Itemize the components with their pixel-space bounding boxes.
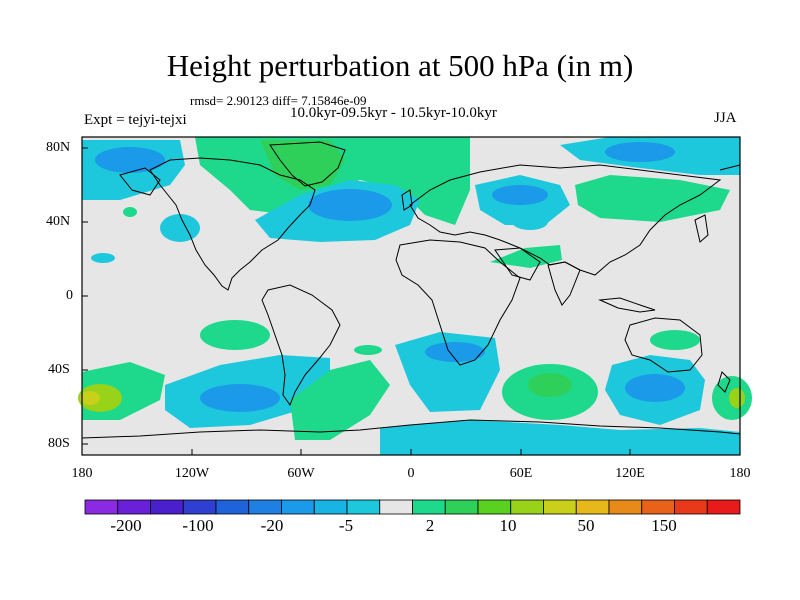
lon-label-0: 0 (407, 466, 415, 481)
anomaly-s-australia-core (625, 374, 685, 402)
colorbar-swatch (641, 499, 675, 515)
colorbar-swatch (379, 499, 413, 515)
lon-label-180e: 180 (729, 466, 751, 481)
coastlines (81, 141, 741, 439)
coast-greenland (269, 141, 346, 187)
colorbar-swatch (182, 499, 217, 515)
coast-north-america (149, 157, 316, 291)
colorbar-swatch (412, 499, 446, 515)
colorbar-label: -200 (110, 516, 142, 535)
anomaly-far-se-strong (729, 388, 745, 408)
anomaly-nw-core (95, 147, 165, 173)
anomaly-greenland-strong (260, 140, 345, 190)
lat-label-0: 0 (66, 288, 73, 303)
rmsd-stats: rmsd= 2.90123 diff= 7.15846e-09 (190, 93, 367, 108)
colorbar-swatch (477, 499, 512, 515)
anomaly-s-africa-core (425, 342, 485, 362)
coast-australia (624, 317, 703, 373)
colorbar-swatch (84, 499, 119, 515)
colorbar-label: 2 (425, 516, 435, 535)
colorbar-swatch (215, 499, 250, 515)
anomaly-hawaii-neg (91, 253, 115, 263)
coast-indonesia (598, 297, 656, 313)
colorbar-swatch (281, 499, 315, 515)
anomaly-antarctic-negative (380, 420, 740, 455)
anomaly-npac-neg (160, 214, 200, 242)
coast-new-zealand (717, 371, 731, 393)
lon-label-180w: 180 (71, 466, 93, 481)
colorbar-swatch (706, 499, 741, 515)
anomaly-s-atlantic-positive (290, 360, 390, 440)
coast-japan (694, 214, 709, 243)
colorbar-label: -100 (182, 516, 214, 535)
anomaly-s-pacific-pos (200, 320, 270, 350)
anomaly-natl-core (308, 189, 392, 221)
figure-title: Height perturbation at 500 hPa (in m) (166, 48, 634, 83)
coast-africa (395, 239, 521, 366)
lon-label-60w: 60W (287, 466, 315, 481)
colorbar-swatch (313, 499, 348, 515)
colorbar-label: -5 (338, 516, 354, 535)
anomaly-npac-small (123, 207, 137, 217)
lon-label-120e: 120E (615, 466, 645, 481)
colorbar-swatch (444, 499, 479, 515)
coast-uk (401, 189, 413, 211)
colorbar-swatch (575, 499, 610, 515)
lat-label-40n: 40N (46, 214, 71, 229)
colorbar-swatch (543, 499, 577, 515)
anomaly-neasia-positive (575, 175, 730, 222)
anomaly-ne-arctic-core (605, 142, 675, 162)
coast-india (547, 261, 581, 306)
colorbar-swatch (674, 499, 708, 515)
coast-siberia-east (719, 164, 741, 171)
anomaly-arctic-positive (195, 137, 470, 225)
experiment-label: Expt = tejyi-tejxi (84, 112, 187, 128)
colorbar-swatch (346, 499, 381, 515)
coast-eurasia (409, 164, 722, 276)
colorbar-swatch (608, 499, 643, 515)
anomaly-eurasia-core (492, 185, 548, 205)
season-label: JJA (714, 110, 737, 126)
anomaly-mideast-positive (490, 245, 562, 268)
colorbar (84, 499, 741, 515)
colorbar-swatch (150, 499, 184, 515)
lon-label-120w: 120W (174, 466, 210, 481)
coast-alaska (119, 167, 161, 196)
anomaly-australia-positive (650, 330, 700, 350)
colorbar-label: 150 (651, 516, 677, 535)
anomaly-fields (78, 137, 752, 455)
colorbar-label: -20 (260, 516, 284, 535)
colorbar-label: 50 (577, 516, 595, 535)
lat-label-80s: 80S (48, 436, 70, 451)
anomaly-s-pacific-core (200, 384, 280, 412)
lat-label-40s: 40S (48, 362, 70, 377)
anomaly-s-indian-strong (528, 373, 572, 397)
lon-label-60e: 60E (509, 466, 533, 481)
axis-ticks (81, 147, 741, 455)
colorbar-swatch (248, 499, 282, 515)
colorbar-swatch (117, 499, 151, 515)
anomaly-s-atl-small-pos (354, 345, 382, 355)
period-label: 10.0kyr-09.5kyr - 10.5kyr-10.0kyr (290, 105, 497, 121)
anomaly-sw-pacific-peak (80, 391, 100, 405)
colorbar-label: 10 (499, 516, 517, 535)
coast-south-america (261, 284, 341, 407)
coast-antarctica (81, 419, 741, 439)
coast-arabia (494, 247, 541, 281)
lat-label-80n: 80N (46, 140, 71, 155)
colorbar-swatch (510, 499, 544, 515)
anomaly-caspian-neg (512, 214, 548, 230)
